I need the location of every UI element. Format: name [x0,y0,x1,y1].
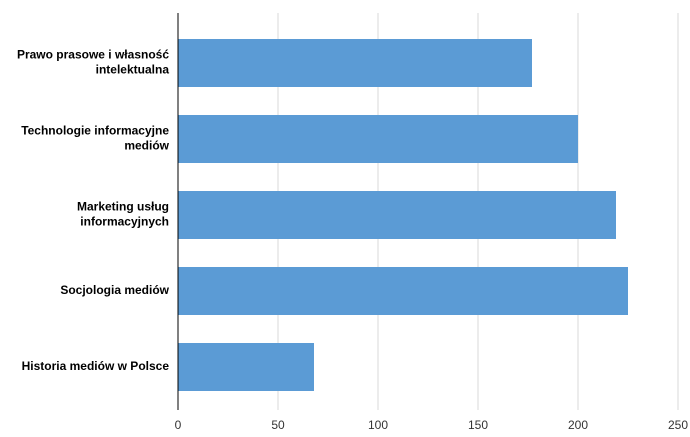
x-tick-label: 0 [175,418,182,432]
category-label: Marketing usług informacyjnych [77,200,169,229]
bar [178,191,616,239]
bars [178,39,628,391]
bar [178,39,532,87]
x-tick-labels: 0 50 100 150 200 250 [175,418,689,432]
x-tick-label: 100 [368,418,388,432]
x-tick-label: 200 [568,418,588,432]
category-label: Socjologia mediów [60,283,169,297]
bar [178,267,628,315]
category-label: Technologie informacyjne mediów [21,124,169,153]
bar [178,115,578,163]
category-labels: Prawo prasowe i własność intelektualna Tec… [17,48,170,374]
bar [178,343,314,391]
category-label: Prawo prasowe i własność intelektualna [17,48,169,77]
x-tick-label: 50 [271,418,285,432]
x-tick-label: 150 [468,418,488,432]
x-tick-label: 250 [668,418,688,432]
category-label: Historia mediów w Polsce [22,359,170,373]
